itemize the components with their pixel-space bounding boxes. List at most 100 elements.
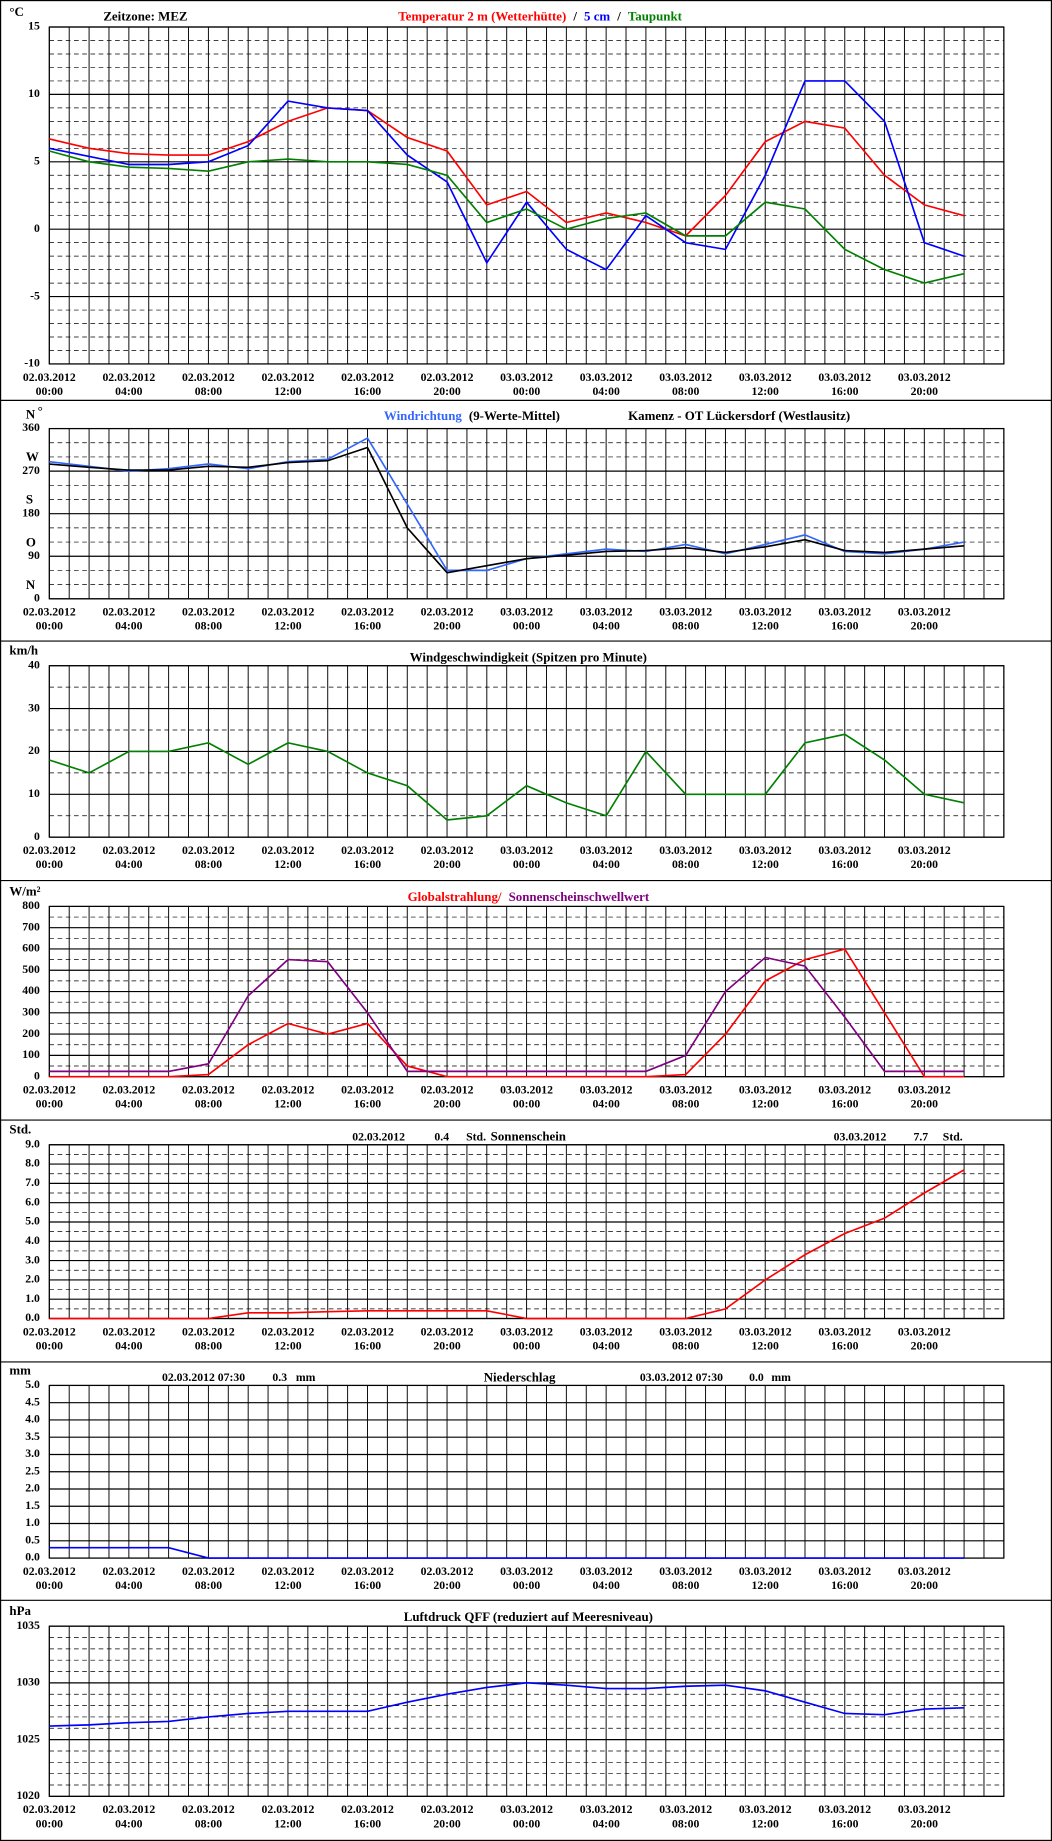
x-tick-date: 03.03.2012 xyxy=(659,1803,712,1816)
x-tick-date: 03.03.2012 xyxy=(818,1325,871,1338)
x-tick-date: 03.03.2012 xyxy=(898,1803,951,1816)
x-tick-time: 12:00 xyxy=(274,858,302,871)
y-tick-label: -5 xyxy=(30,289,40,302)
x-tick-date: 02.03.2012 xyxy=(341,606,394,619)
y-axis-unit: km/h xyxy=(9,643,38,658)
x-tick-date: 03.03.2012 xyxy=(739,606,792,619)
x-tick-date: 02.03.2012 xyxy=(102,1325,155,1338)
x-tick-date: 03.03.2012 xyxy=(739,1083,792,1096)
chart-title: Niederschlag xyxy=(484,1369,556,1384)
y-tick-label: 15 xyxy=(28,20,40,33)
x-tick-date: 02.03.2012 xyxy=(341,1565,394,1578)
x-tick-date: 02.03.2012 xyxy=(102,1803,155,1816)
x-tick-time: 12:00 xyxy=(274,1339,302,1352)
x-tick-time: 08:00 xyxy=(195,1579,223,1592)
x-tick-time: 00:00 xyxy=(513,858,541,871)
legend-entry: Taupunkt xyxy=(628,9,683,24)
y-tick-label: 5 xyxy=(34,154,40,167)
x-tick-time: 00:00 xyxy=(513,1098,541,1111)
y-tick-label: 360 xyxy=(22,421,40,434)
x-tick-time: 16:00 xyxy=(831,1339,859,1352)
annotation: 7.7 xyxy=(913,1130,928,1143)
y-tick-label: 1.0 xyxy=(25,1292,40,1305)
y-axis-unit: mm xyxy=(9,1362,31,1377)
plot-border xyxy=(48,665,1005,838)
series-line xyxy=(49,1682,965,1727)
x-tick-time: 04:00 xyxy=(115,1339,143,1352)
x-tick-time: 00:00 xyxy=(36,1817,64,1830)
x-tick-time: 16:00 xyxy=(354,1579,382,1592)
x-tick-time: 16:00 xyxy=(831,858,859,871)
y-axis-unit: ° xyxy=(38,403,43,418)
x-tick-time: 04:00 xyxy=(115,620,143,633)
x-tick-time: 16:00 xyxy=(354,1339,382,1352)
x-tick-time: 20:00 xyxy=(433,1817,461,1830)
x-tick-date: 02.03.2012 xyxy=(23,371,76,384)
x-tick-time: 16:00 xyxy=(354,1817,382,1830)
series-line xyxy=(49,956,965,1073)
direction-letter: W xyxy=(26,449,39,464)
x-tick-time: 12:00 xyxy=(274,385,302,398)
x-tick-date: 02.03.2012 xyxy=(182,371,235,384)
y-tick-label: 500 xyxy=(22,963,40,976)
y-tick-label: 270 xyxy=(22,464,40,477)
x-tick-date: 03.03.2012 xyxy=(659,1083,712,1096)
y-tick-label: 5.0 xyxy=(25,1215,40,1228)
x-tick-date: 02.03.2012 xyxy=(421,1565,474,1578)
x-tick-date: 03.03.2012 xyxy=(580,844,633,857)
x-tick-date: 03.03.2012 xyxy=(739,1803,792,1816)
y-tick-label: 30 xyxy=(28,701,40,714)
legend-entry: 5 cm xyxy=(584,9,610,24)
x-tick-time: 04:00 xyxy=(115,1579,143,1592)
x-tick-time: 04:00 xyxy=(592,1817,620,1830)
y-tick-label: 4.0 xyxy=(25,1413,40,1426)
x-tick-date: 03.03.2012 xyxy=(818,844,871,857)
x-tick-date: 02.03.2012 xyxy=(341,1083,394,1096)
x-tick-time: 08:00 xyxy=(195,1339,223,1352)
x-tick-date: 03.03.2012 xyxy=(898,1325,951,1338)
x-tick-time: 04:00 xyxy=(115,385,143,398)
y-tick-label: 800 xyxy=(22,899,40,912)
plot-border xyxy=(48,26,1005,365)
y-tick-label: 300 xyxy=(22,1006,40,1019)
y-tick-label: 0 xyxy=(34,591,40,604)
chart-subtitle: Kamenz - OT Lückersdorf (Westlausitz) xyxy=(628,408,850,423)
chart-title: Luftdruck QFF (reduziert auf Meeresnivea… xyxy=(404,1609,653,1624)
x-tick-time: 20:00 xyxy=(911,385,939,398)
x-tick-date: 03.03.2012 xyxy=(898,371,951,384)
x-tick-date: 02.03.2012 xyxy=(23,606,76,619)
x-tick-time: 12:00 xyxy=(752,1339,780,1352)
x-tick-date: 03.03.2012 xyxy=(500,844,553,857)
series-line xyxy=(49,1169,965,1320)
y-tick-label: 180 xyxy=(22,506,40,519)
x-tick-time: 12:00 xyxy=(752,1579,780,1592)
x-tick-time: 12:00 xyxy=(752,385,780,398)
y-tick-label: 4.5 xyxy=(25,1395,40,1408)
x-tick-time: 20:00 xyxy=(433,858,461,871)
x-tick-time: 12:00 xyxy=(274,1098,302,1111)
y-tick-label: 1.0 xyxy=(25,1516,40,1529)
panel: 0.0 1.0 2.0 3.0 4.0 5.0 6.0 7.0 8.0 9.0 02.03.2012… xyxy=(9,1122,1005,1352)
y-tick-label: 10 xyxy=(28,87,40,100)
x-tick-time: 04:00 xyxy=(592,858,620,871)
x-tick-date: 02.03.2012 xyxy=(421,844,474,857)
legend-entry: (9-Werte-Mittel) xyxy=(469,408,560,423)
x-tick-time: 20:00 xyxy=(911,1817,939,1830)
x-tick-date: 02.03.2012 xyxy=(182,1083,235,1096)
x-tick-date: 02.03.2012 xyxy=(262,1803,315,1816)
x-tick-date: 03.03.2012 xyxy=(898,1083,951,1096)
x-tick-date: 03.03.2012 xyxy=(500,1803,553,1816)
x-tick-date: 03.03.2012 xyxy=(659,1565,712,1578)
x-tick-date: 03.03.2012 xyxy=(739,1325,792,1338)
x-tick-date: 03.03.2012 xyxy=(500,1083,553,1096)
y-tick-label: 6.0 xyxy=(25,1195,40,1208)
chart-title: Sonnenschein xyxy=(491,1129,566,1144)
x-tick-date: 02.03.2012 xyxy=(262,1083,315,1096)
x-tick-date: 02.03.2012 xyxy=(421,1325,474,1338)
x-tick-date: 02.03.2012 xyxy=(262,844,315,857)
y-tick-label: 100 xyxy=(22,1048,40,1061)
annotation: 02.03.2012 07:30 xyxy=(162,1371,245,1384)
x-tick-date: 02.03.2012 xyxy=(23,1325,76,1338)
